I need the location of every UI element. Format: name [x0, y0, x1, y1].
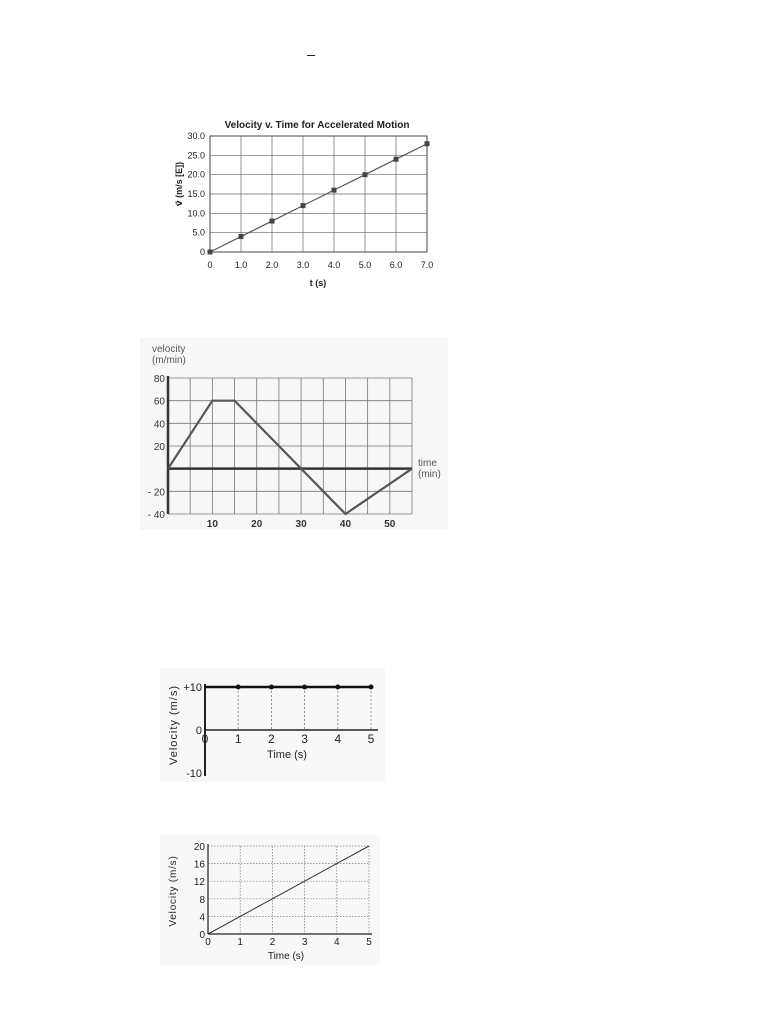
- x-tick-label: 4: [334, 732, 341, 746]
- series-line: [209, 143, 428, 253]
- x-tick-label: 1.0: [235, 260, 248, 270]
- series-line: [207, 845, 370, 935]
- y-tick-label: 20: [154, 442, 166, 453]
- data-point: [269, 218, 275, 224]
- x-tick-label: 2: [268, 732, 275, 746]
- y-tick-label: 80: [154, 374, 166, 385]
- x-tick-label: 3.0: [297, 260, 310, 270]
- y-tick-label: 16: [194, 860, 206, 871]
- y-tick-label: 4: [199, 912, 205, 923]
- y-tick-label: - 40: [148, 510, 166, 521]
- y-tick-label: 12: [194, 877, 206, 888]
- overline-mark: [307, 55, 315, 56]
- y-tick-label: 8: [199, 895, 205, 906]
- y-tick-label: 5.0: [192, 228, 205, 238]
- x-tick-label: 3: [301, 732, 308, 746]
- y-axis-label: Velocity (m/s): [168, 685, 180, 765]
- data-point: [362, 172, 368, 178]
- data-point: [393, 156, 399, 162]
- x-tick-label: 0: [202, 732, 209, 746]
- x-tick-label: 2.0: [266, 260, 279, 270]
- x-axis-label: Time (s): [267, 749, 307, 761]
- x-axis-label: Time (s): [268, 951, 304, 962]
- data-point: [238, 234, 244, 240]
- data-point: [302, 684, 308, 690]
- y-tick-label: 25.0: [187, 150, 205, 160]
- chart-title: Velocity v. Time for Accelerated Motion: [225, 120, 410, 131]
- x-tick-label: 50: [384, 519, 396, 530]
- data-point: [331, 187, 337, 193]
- x-tick-label: 0: [207, 260, 212, 270]
- y-axis-label-line2: (m/min): [152, 355, 186, 366]
- series-line: [167, 399, 413, 516]
- y-tick-label: -10: [186, 768, 202, 780]
- data-point: [368, 684, 374, 690]
- y-axis-label: Velocity (m/s): [168, 855, 179, 926]
- y-tick-label: 30.0: [187, 131, 205, 141]
- y-tick-label: 10.0: [187, 208, 205, 218]
- x-tick-label: 4.0: [328, 260, 341, 270]
- x-tick-label: 40: [340, 519, 352, 530]
- x-axis-label-line1: time: [418, 458, 437, 469]
- x-tick-label: 3: [302, 937, 308, 948]
- x-tick-label: 30: [296, 519, 308, 530]
- chart-velocity-accelerated: Velocity v. Time for Accelerated Motion …: [174, 120, 434, 288]
- x-tick-label: 1: [235, 732, 242, 746]
- x-tick-label: 20: [251, 519, 263, 530]
- x-tick-label: 5: [366, 937, 372, 948]
- data-point: [424, 141, 430, 147]
- y-axis-label: v⃗ (m/s [E]): [174, 162, 184, 206]
- y-axis-label: velocity (m/min): [152, 344, 186, 366]
- chart-constant-velocity: Velocity (m/s) Time (s) 0 1 2 3 4 5 +10 0 -10: [160, 668, 385, 782]
- y-tick-label: 20.0: [187, 170, 205, 180]
- x-tick-label: 7.0: [421, 260, 434, 270]
- x-axis-label: time (min): [418, 458, 441, 480]
- x-tick-label: 1: [237, 937, 243, 948]
- y-tick-label: 15.0: [187, 189, 205, 199]
- data-point: [268, 684, 274, 690]
- y-tick-label: 20: [194, 842, 206, 853]
- x-tick-label: 2: [270, 937, 276, 948]
- data-point: [335, 684, 341, 690]
- data-point: [207, 249, 213, 255]
- data-point: [300, 203, 306, 209]
- x-tick-label: 5.0: [359, 260, 372, 270]
- y-tick-label: 60: [154, 397, 166, 408]
- x-tick-label: 5: [368, 732, 375, 746]
- x-axis-label: t (s): [310, 278, 327, 288]
- x-tick-label: 4: [334, 937, 340, 948]
- y-axis-label-line1: velocity: [152, 344, 185, 355]
- y-tick-label: 40: [154, 419, 166, 430]
- y-tick-label: - 20: [148, 487, 166, 498]
- chart-velocity-minutes: velocity (m/min) time (min) 10 20 30 40 50 80 60…: [140, 338, 448, 530]
- x-tick-label: 6.0: [390, 260, 403, 270]
- x-tick-label: 0: [205, 937, 211, 948]
- x-tick-label: 10: [207, 519, 219, 530]
- y-tick-label: 0: [196, 725, 202, 737]
- y-tick-label: 0: [199, 930, 205, 941]
- y-tick-label: +10: [183, 682, 202, 694]
- data-point: [235, 684, 241, 690]
- x-axis-label-line2: (min): [418, 469, 441, 480]
- y-tick-label: 0: [200, 247, 205, 257]
